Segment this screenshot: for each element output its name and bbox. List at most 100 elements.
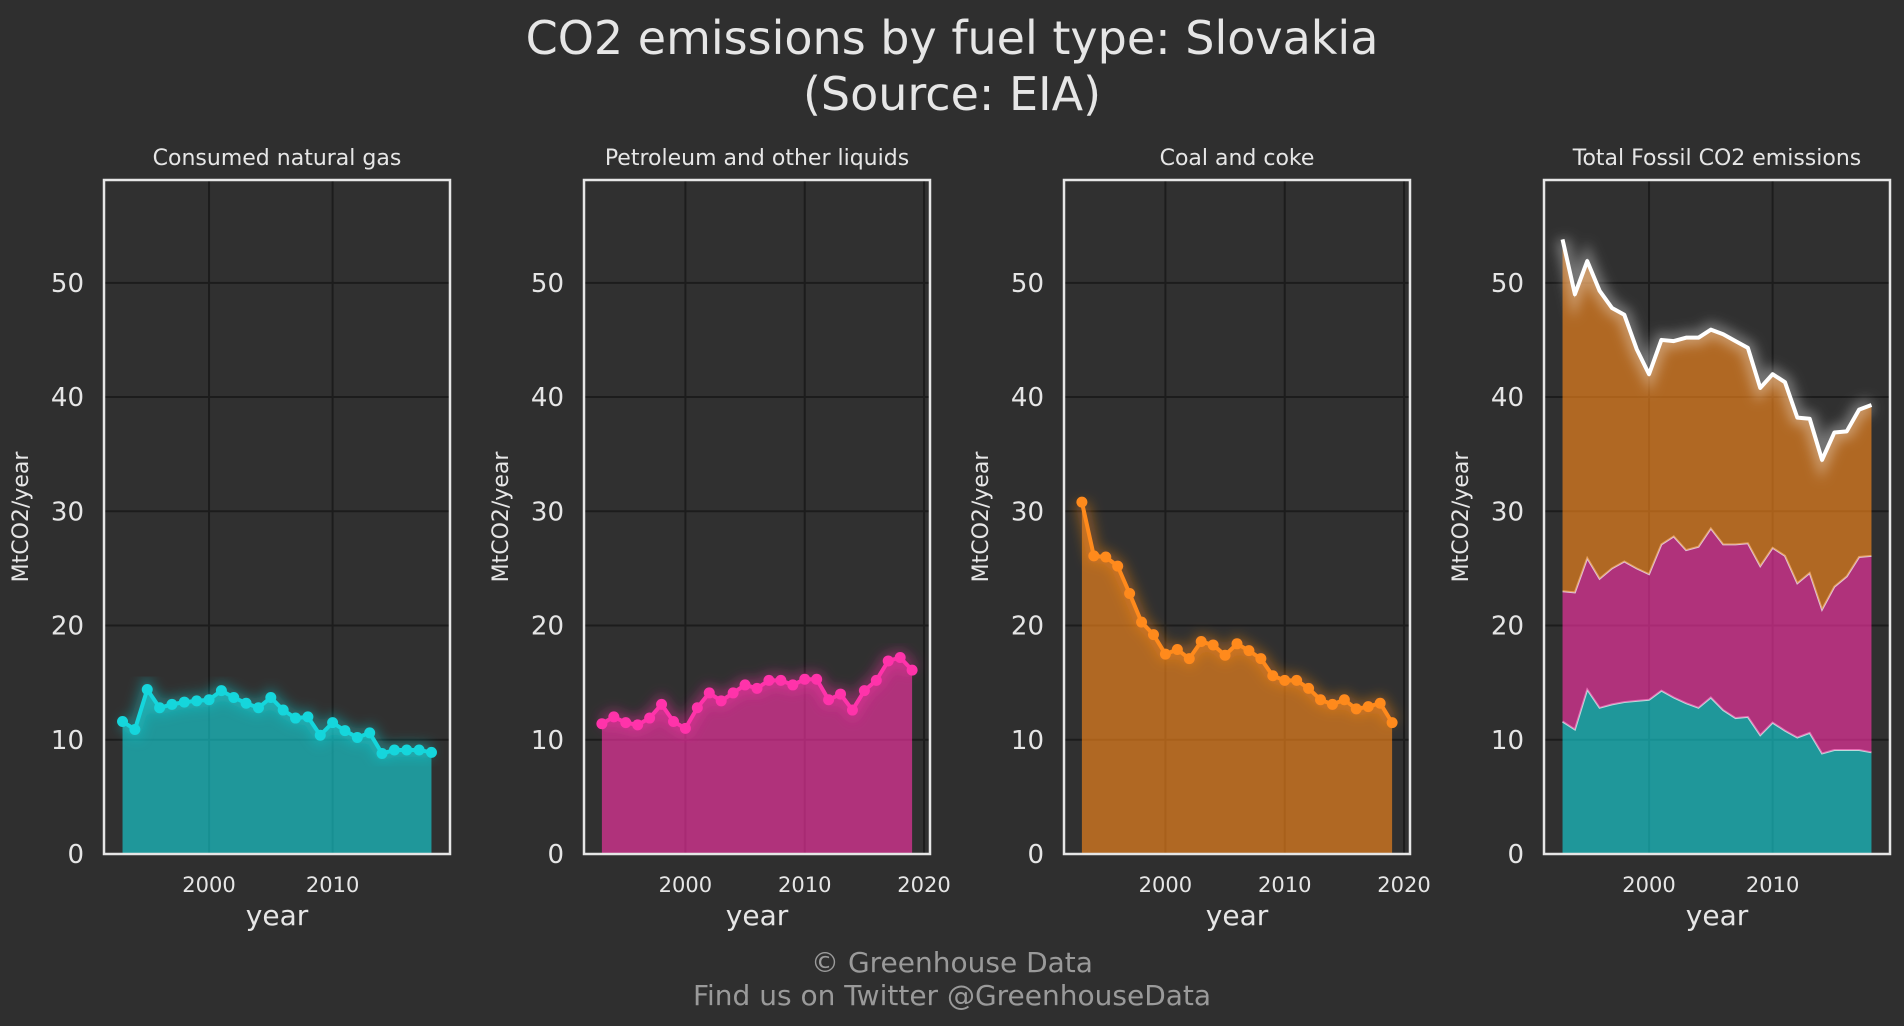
panel-title: Petroleum and other liquids [605, 146, 909, 171]
data-point [727, 687, 739, 699]
data-point [667, 715, 679, 727]
plot-frame [582, 178, 932, 856]
data-point [1076, 496, 1088, 508]
y-tick-label: 50 [531, 269, 564, 299]
data-point [277, 704, 289, 716]
data-point [835, 688, 847, 700]
data-point [858, 685, 870, 697]
data-point [401, 744, 413, 756]
data-point [141, 683, 153, 695]
data-point [252, 702, 264, 714]
data-point [775, 674, 787, 686]
data-point [203, 694, 215, 706]
data-point [1088, 550, 1100, 562]
data-point [691, 702, 703, 714]
y-tick-label: 10 [1011, 726, 1044, 756]
data-point [1207, 639, 1219, 651]
x-tick-label: 2000 [659, 873, 712, 897]
x-axis-label: year [1206, 899, 1269, 932]
data-point [425, 746, 437, 758]
y-tick-label: 50 [1011, 269, 1044, 299]
total-line [1560, 238, 1873, 462]
data-point [1112, 560, 1124, 572]
data-point [1171, 644, 1183, 656]
y-tick-label: 0 [547, 840, 564, 870]
x-tick-label: 2010 [778, 873, 831, 897]
y-tick-label: 50 [51, 269, 84, 299]
data-point [620, 717, 632, 729]
data-point [608, 711, 620, 723]
chart-panel: 0 10 20 30 40 50 2000 2010 2020 Petroleum and oth… [489, 146, 951, 932]
data-point [1362, 701, 1374, 713]
data-point [1231, 638, 1243, 650]
data-point [739, 679, 751, 691]
data-point [1243, 645, 1255, 657]
panel-title: Consumed natural gas [153, 146, 402, 171]
stacked-area [1562, 528, 1872, 754]
data-point [596, 718, 608, 730]
x-axis-label: year [246, 899, 309, 932]
data-point [894, 652, 906, 664]
data-point [763, 674, 775, 686]
data-point [1219, 649, 1231, 661]
data-point [632, 719, 644, 731]
data-point [1350, 703, 1362, 715]
data-point [129, 723, 141, 735]
data-point [811, 673, 823, 685]
data-point [1315, 694, 1327, 706]
data-point [751, 682, 763, 694]
x-axis-label: year [1686, 899, 1749, 932]
chart-subtitle: (Source: EIA) [803, 67, 1101, 121]
y-axis-label: MtCO2/year [1449, 451, 1474, 583]
data-point [1386, 717, 1398, 729]
y-tick-label: 20 [1011, 612, 1044, 642]
data-point [1303, 682, 1315, 694]
series-area [122, 689, 432, 854]
data-point [1267, 670, 1279, 682]
data-point [1183, 653, 1195, 665]
chart-panel: 0 10 20 30 40 50 2000 2010 Consumed natural gas y… [9, 146, 452, 932]
data-point [191, 695, 203, 707]
data-point [351, 731, 363, 743]
data-point [178, 696, 190, 708]
data-point [1136, 616, 1148, 628]
y-tick-label: 20 [1491, 612, 1524, 642]
y-tick-label: 20 [51, 612, 84, 642]
y-tick-label: 40 [1011, 383, 1044, 413]
data-point [715, 695, 727, 707]
series-area [1081, 502, 1393, 854]
copyright-text: © Greenhouse Data [811, 946, 1093, 979]
data-point [154, 702, 166, 714]
y-tick-label: 40 [531, 383, 564, 413]
x-tick-label: 2010 [1746, 873, 1799, 897]
x-tick-label: 2020 [1377, 873, 1430, 897]
data-point [215, 685, 227, 697]
data-point [1100, 551, 1112, 563]
data-point [787, 679, 799, 691]
panel-title: Coal and coke [1160, 146, 1315, 171]
stacked-area [1562, 689, 1872, 854]
data-point [364, 727, 376, 739]
data-point [1291, 674, 1303, 686]
stacked-area [1562, 239, 1872, 610]
y-tick-label: 10 [1491, 726, 1524, 756]
data-point [302, 711, 314, 723]
data-point [1338, 694, 1350, 706]
y-axis-label: MtCO2/year [489, 451, 514, 583]
data-point [1124, 588, 1136, 600]
data-point [314, 729, 326, 741]
twitter-text: Find us on Twitter @GreenhouseData [693, 979, 1211, 1012]
y-tick-label: 0 [67, 840, 84, 870]
data-point [290, 712, 302, 724]
y-tick-label: 30 [531, 497, 564, 527]
y-tick-label: 0 [1027, 840, 1044, 870]
y-tick-label: 10 [51, 726, 84, 756]
data-point [413, 744, 425, 756]
x-tick-label: 2000 [182, 873, 235, 897]
plot-frame [1542, 178, 1892, 856]
data-point [339, 725, 351, 737]
data-point [1147, 629, 1159, 641]
y-tick-label: 40 [1491, 383, 1524, 413]
